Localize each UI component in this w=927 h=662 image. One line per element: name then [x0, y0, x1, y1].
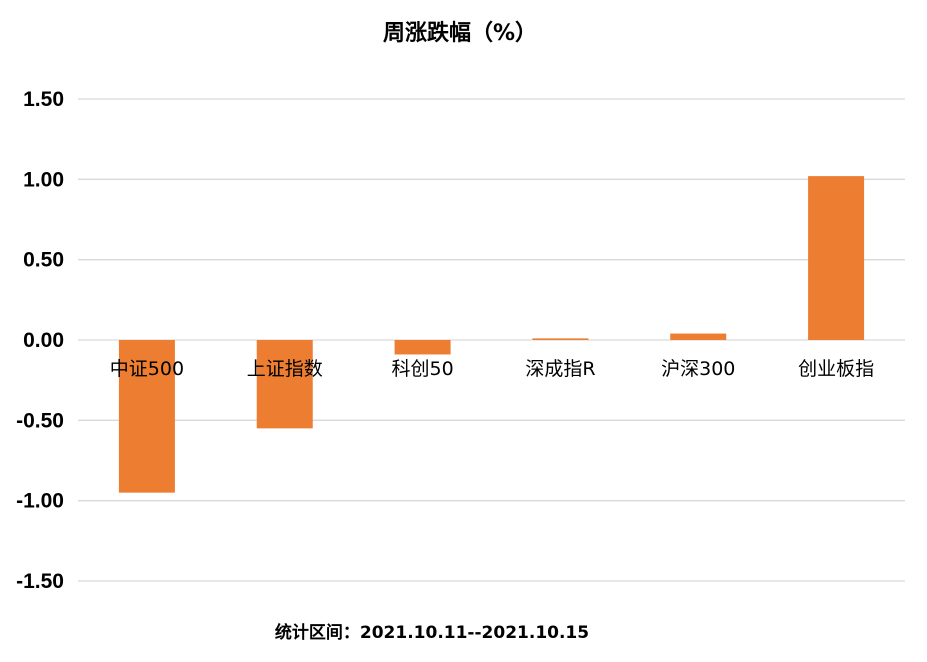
x-tick-label: 深成指R [525, 358, 595, 380]
x-tick-label: 创业板指 [798, 358, 874, 380]
date-range-footer: 统计区间：2021.10.11--2021.10.15 [275, 622, 589, 643]
y-tick-label: 0.50 [23, 249, 64, 272]
x-tick-label: 沪深300 [661, 358, 735, 380]
bar [118, 340, 175, 493]
y-tick-label: 1.00 [23, 168, 64, 191]
y-tick-label: 1.50 [23, 88, 64, 111]
y-tick-label: -1.00 [16, 490, 64, 513]
x-tick-label: 中证500 [110, 358, 184, 380]
bar [670, 333, 727, 340]
y-axis-ticks: 1.50 1.00 0.50 0.00 -0.50 -1.00 -1.50 [16, 88, 64, 593]
x-tick-label: 上证指数 [247, 358, 323, 380]
chart-title: 周涨跌幅（%） [383, 21, 537, 46]
bars [118, 176, 865, 493]
bar [256, 340, 313, 429]
bar [394, 340, 451, 355]
bar [808, 176, 865, 340]
y-tick-label: 0.00 [23, 329, 64, 352]
y-tick-label: -0.50 [16, 409, 64, 432]
bar [532, 338, 589, 340]
gridlines [78, 98, 905, 582]
x-axis-ticks: 中证500 上证指数 科创50 深成指R 沪深300 创业板指 [110, 358, 874, 380]
y-tick-label: -1.50 [16, 570, 64, 593]
x-tick-label: 科创50 [391, 358, 453, 380]
